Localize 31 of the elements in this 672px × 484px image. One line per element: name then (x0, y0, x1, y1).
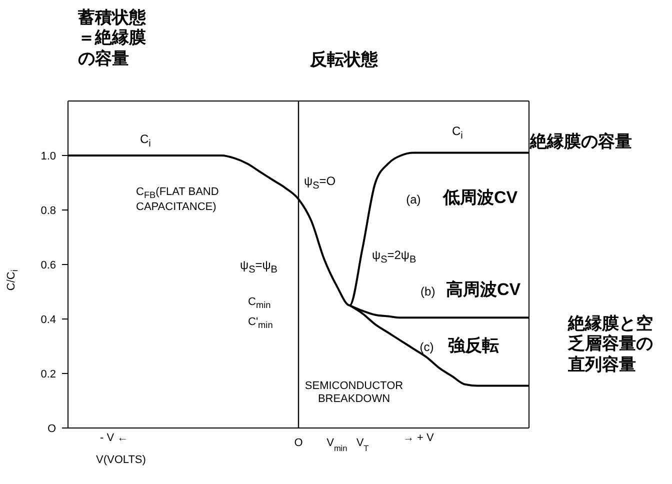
y-tick-label: 0.4 (40, 314, 56, 326)
annotation: 低周波CV (443, 188, 519, 208)
x-tick-label: V$_{T}$ (356, 437, 369, 452)
annotation: 高周波CV (446, 280, 522, 300)
annotation: ψ$_{S}$=ψ$_{B}$ (240, 258, 278, 276)
annotation: 強反転 (448, 336, 500, 356)
x-axis-title: V(VOLTS) (96, 454, 146, 466)
y-tick-label: 0.2 (40, 368, 56, 380)
text: 蓄積状態＝絶縁膜の容量 (78, 8, 147, 70)
annotation: SEMICONDUCTOR BREAKDOWN (304, 380, 404, 406)
y-tick-label: 0.6 (40, 260, 56, 272)
annotation: C$_{i}$ (452, 124, 464, 142)
y-tick-label: 0.8 (40, 205, 56, 217)
text: 絶縁膜の容量 (530, 132, 633, 152)
text: → + V (403, 432, 435, 446)
text: 絶縁膜と空乏層容量の直列容量 (568, 314, 654, 376)
annotation: ψ$_{S}$=O (304, 174, 337, 192)
annotation: C$_{FB}$(FLAT BAND CAPACITANCE) (136, 186, 220, 214)
series-label: (c) (420, 340, 434, 354)
x-tick-label: O (294, 437, 304, 449)
annotation: C$_{i}$ (140, 132, 152, 150)
text: - V ← (100, 432, 130, 446)
text: (a) (406, 192, 421, 207)
y-tick-label: O (47, 423, 56, 435)
series-label: (b) (420, 284, 436, 299)
text: 反転状態 (310, 50, 379, 70)
annotation: C$_{min}$ (248, 296, 272, 312)
y-tick-label: 1.0 (40, 150, 56, 162)
annotation: ψ$_{S}$=2ψ$_{B}$ (372, 248, 418, 266)
x-tick-label: V$_{min}$ (326, 437, 348, 452)
annotation: C'$_{min}$ (248, 316, 274, 332)
